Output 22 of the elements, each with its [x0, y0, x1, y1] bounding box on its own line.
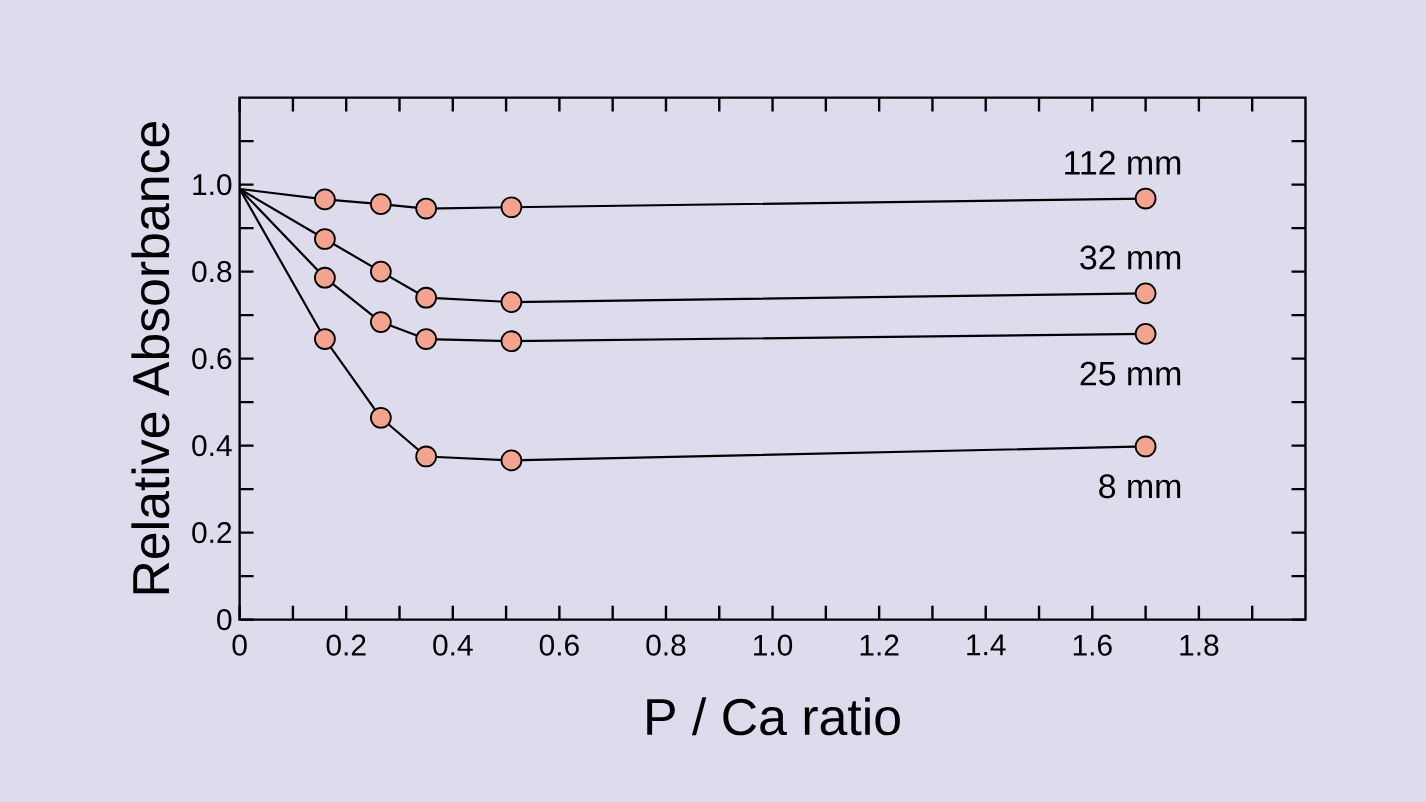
x-tick-label: 0 — [232, 634, 247, 656]
x-axis-title: P / Ca ratio — [647, 697, 900, 736]
x-tick-label: 1.8 — [1180, 634, 1219, 656]
series-label: 32 mm — [1080, 245, 1181, 270]
y-tick-label: 0.8 — [192, 261, 232, 283]
x-tick-label: 0.8 — [646, 634, 686, 656]
x-tick-label: 0.2 — [326, 634, 366, 656]
x-tick-label: 1.2 — [860, 634, 899, 656]
y-tick-label: 0.2 — [192, 522, 232, 544]
x-tick-label: 0.4 — [433, 634, 473, 656]
series-label: 25 mm — [1080, 361, 1181, 386]
y-axis-title: Relative Absorbance — [131, 122, 170, 594]
series-label: 8 mm — [1099, 474, 1181, 499]
y-tick-label: 1.0 — [193, 174, 232, 196]
y-tick-label: 0.6 — [192, 348, 232, 370]
y-tick-label: 0 — [217, 609, 232, 631]
x-tick-label: 1.4 — [967, 634, 1006, 656]
x-tick-label: 1.0 — [754, 634, 793, 656]
x-tick-label: 0.6 — [539, 634, 579, 656]
x-tick-label: 1.6 — [1073, 634, 1112, 656]
y-tick-label: 0.4 — [192, 435, 232, 457]
legend-label: 112 mm — [1065, 150, 1181, 175]
